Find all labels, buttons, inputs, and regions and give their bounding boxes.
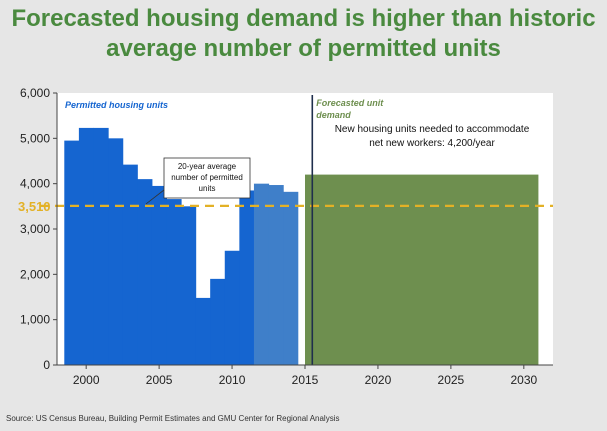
chart-title-line-2: average number of permitted units <box>106 35 501 62</box>
y-tick-label-6000: 6,000 <box>20 86 50 100</box>
source-note: Source: US Census Bureau, Building Permi… <box>6 414 340 423</box>
bar-2000 <box>78 127 95 365</box>
y-tick-label-3000: 3,000 <box>20 222 50 236</box>
average-annotation-box <box>163 157 251 199</box>
x-tick-label-2005: 2005 <box>146 373 173 387</box>
y-tick-label-5000: 5,000 <box>20 131 50 145</box>
bar-2013 <box>268 185 284 365</box>
callout-text-line2: net new workers: 4,200/year <box>369 138 495 149</box>
bar-2003 <box>122 164 138 365</box>
callout-box <box>316 118 548 154</box>
forecast-series-label-line2: demand <box>316 110 351 120</box>
callout-text-line1: New housing units needed to accommodate <box>335 124 530 135</box>
bar-2012 <box>253 183 270 365</box>
average-annotation-line2: number of permitted <box>171 173 243 182</box>
forecast-series-label-line1: Forecasted unit <box>316 98 384 108</box>
bar-2011 <box>239 190 255 365</box>
permitted-series-label: Permitted housing units <box>65 100 168 110</box>
bar-2002 <box>108 138 124 365</box>
bar-2007 <box>181 206 197 365</box>
average-annotation-line3: units <box>199 184 216 193</box>
bar-2006 <box>166 199 182 365</box>
bar-2005 <box>151 185 168 365</box>
average-value-label: 3,510 <box>18 199 51 214</box>
bar-2014 <box>283 191 299 365</box>
x-tick-label-2000: 2000 <box>73 373 100 387</box>
bar-2001 <box>93 127 109 365</box>
x-tick-label-2015: 2015 <box>292 373 319 387</box>
x-tick-label-2010: 2010 <box>219 373 246 387</box>
bar-2010 <box>224 250 240 365</box>
forecast-bar <box>305 174 539 365</box>
x-tick-label-2020: 2020 <box>365 373 392 387</box>
chart-title-line-1: Forecasted housing demand is higher than… <box>11 5 596 32</box>
y-tick-label-2000: 2,000 <box>20 267 50 281</box>
bar-2004 <box>137 179 153 365</box>
x-tick-label-2030: 2030 <box>510 373 537 387</box>
average-annotation-line1: 20-year average <box>178 162 237 171</box>
average-annotation-pointer <box>145 189 165 205</box>
y-tick-label-0: 0 <box>43 358 50 372</box>
y-tick-label-4000: 4,000 <box>20 177 50 191</box>
y-tick-label-1000: 1,000 <box>20 313 50 327</box>
bar-2009 <box>210 278 226 365</box>
bar-1999 <box>64 140 80 365</box>
x-tick-label-2025: 2025 <box>438 373 465 387</box>
bar-2008 <box>195 297 211 365</box>
chart-title: Forecasted housing demand is higher than… <box>0 4 607 64</box>
